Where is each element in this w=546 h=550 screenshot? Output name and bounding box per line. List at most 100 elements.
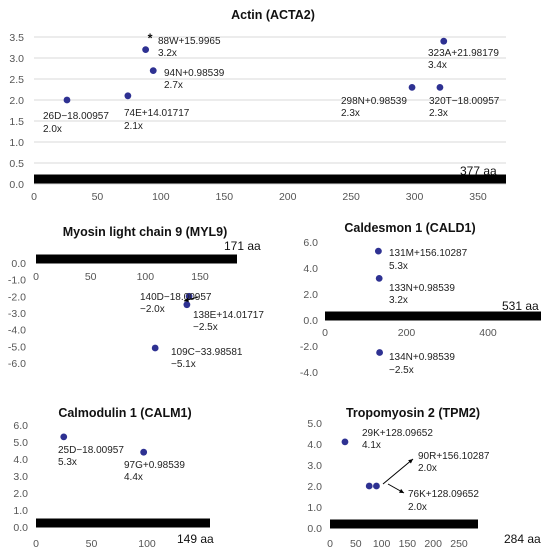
x-tick-label: 50 xyxy=(350,538,362,550)
leader-arrow-head xyxy=(399,488,404,493)
y-tick-label: -1.0 xyxy=(8,275,26,287)
x-tick-label: 50 xyxy=(92,191,104,203)
y-tick-label: 1.0 xyxy=(307,502,322,514)
x-tick-label: 0 xyxy=(33,271,39,283)
x-tick-label: 250 xyxy=(342,191,360,203)
data-point xyxy=(375,275,383,282)
x-tick-label: 200 xyxy=(424,538,442,550)
fold-change-label: 4.1x xyxy=(362,440,381,451)
panel-3: Caldesmon 1 (CALD1) 6.0 4.0 2.0 0.0 -2.0 -4.0 0… xyxy=(300,221,541,379)
chart-title: Actin (ACTA2) xyxy=(231,8,315,22)
y-tick-label: 0.0 xyxy=(303,315,318,327)
fold-change-label: 3.2x xyxy=(158,48,177,59)
point-label: 94N+0.98539 xyxy=(164,68,225,79)
data-point xyxy=(440,37,448,45)
point-label: 138E+14.01717 xyxy=(193,310,264,321)
y-tick-label: -6.0 xyxy=(8,358,26,370)
x-tick-label: 400 xyxy=(479,327,497,339)
fold-change-label: 2.3x xyxy=(429,108,448,119)
data-point xyxy=(142,46,150,53)
x-tick-label: 50 xyxy=(85,271,97,283)
y-tick-label: 3.0 xyxy=(307,460,322,472)
data-point xyxy=(376,349,384,356)
x-tick-label: 0 xyxy=(327,538,333,550)
y-tick-label: 1.5 xyxy=(9,116,24,128)
y-tick-label: 0.5 xyxy=(9,158,24,170)
data-point xyxy=(60,433,68,441)
protein-length-bar xyxy=(36,254,237,264)
x-tick-label: 250 xyxy=(450,538,468,550)
data-point xyxy=(151,344,159,352)
data-point xyxy=(365,482,373,490)
data-point xyxy=(140,448,148,456)
fold-change-label: −2.5x xyxy=(193,322,218,333)
fold-change-label: 2.0x xyxy=(43,124,62,135)
data-point xyxy=(373,482,380,490)
data-point xyxy=(374,247,382,255)
protein-length-bar xyxy=(36,518,210,528)
point-label: 25D−18.00957 xyxy=(58,445,124,456)
y-tick-label: 3.5 xyxy=(9,32,24,44)
fold-change-label: 5.3x xyxy=(58,457,77,468)
y-tick-label: 1.0 xyxy=(13,505,28,517)
protein-length-label: 377 aa xyxy=(460,164,497,178)
x-tick-label: 0 xyxy=(33,538,39,550)
x-tick-label: 150 xyxy=(399,538,417,550)
point-label: 320T−18.00957 xyxy=(429,96,500,107)
significance-marker: * xyxy=(148,32,153,46)
fold-change-label: 2.3x xyxy=(341,108,360,119)
data-point xyxy=(149,67,157,74)
x-tick-label: 0 xyxy=(31,191,37,203)
y-tick-label: 0.0 xyxy=(11,258,26,270)
y-tick-label: 2.0 xyxy=(9,95,24,107)
x-tick-label: 150 xyxy=(191,271,209,283)
fold-change-label: 2.0x xyxy=(408,502,427,513)
y-tick-label: 4.0 xyxy=(13,454,28,466)
y-tick-label: -5.0 xyxy=(8,341,26,353)
y-tick-label: 2.0 xyxy=(303,289,318,301)
chart-title: Calmodulin 1 (CALM1) xyxy=(58,406,191,420)
y-tick-label: -2.0 xyxy=(300,341,318,353)
protein-length-bar xyxy=(330,519,478,529)
point-label: 97G+0.98539 xyxy=(124,460,185,471)
x-tick-label: 0 xyxy=(322,327,328,339)
y-tick-label: 1.0 xyxy=(9,137,24,149)
point-label: 109C−33.98581 xyxy=(171,347,243,358)
y-tick-label: -3.0 xyxy=(8,308,26,320)
data-point xyxy=(408,84,416,91)
x-tick-label: 300 xyxy=(406,191,424,203)
y-tick-label: 4.0 xyxy=(307,439,322,451)
point-label: 76K+128.09652 xyxy=(408,489,479,500)
fold-change-label: −2.5x xyxy=(389,365,414,376)
leader-arrow xyxy=(382,458,414,485)
fold-change-label: −2.0x xyxy=(140,304,165,315)
protein-length-label: 531 aa xyxy=(502,299,539,313)
x-tick-label: 100 xyxy=(152,191,170,203)
data-point xyxy=(63,96,71,104)
point-label: 74E+14.01717 xyxy=(124,108,190,119)
y-tick-label: 2.0 xyxy=(307,481,322,493)
data-point xyxy=(124,92,132,100)
point-label: 29K+128.09652 xyxy=(362,428,433,439)
x-tick-label: 50 xyxy=(86,538,98,550)
fold-change-label: 3.4x xyxy=(428,60,447,71)
point-label: 131M+156.10287 xyxy=(389,248,468,259)
y-tick-label: -4.0 xyxy=(8,325,26,337)
y-tick-label: 6.0 xyxy=(303,237,318,249)
data-point xyxy=(341,438,349,446)
point-label: 90R+156.10287 xyxy=(418,451,490,462)
point-label: 298N+0.98539 xyxy=(341,96,407,107)
point-label: 26D−18.00957 xyxy=(43,111,109,122)
panel-4: Calmodulin 1 (CALM1) 0.0 1.0 2.0 3.0 4.0 5.0 6.… xyxy=(13,406,214,550)
data-point xyxy=(436,84,444,91)
protein-length-bar xyxy=(325,311,541,321)
panel-2: Myosin light chain 9 (MYL9) 0.0 -1.0 -2.0 -3… xyxy=(8,225,264,370)
x-tick-label: 100 xyxy=(373,538,391,550)
x-tick-label: 350 xyxy=(469,191,487,203)
fold-change-label: 5.3x xyxy=(389,261,408,272)
x-tick-label: 150 xyxy=(216,191,234,203)
chart-title: Caldesmon 1 (CALD1) xyxy=(344,221,475,235)
protein-length-label: 284 aa xyxy=(504,532,541,546)
fold-change-label: 3.2x xyxy=(389,295,408,306)
x-tick-label: 200 xyxy=(279,191,297,203)
